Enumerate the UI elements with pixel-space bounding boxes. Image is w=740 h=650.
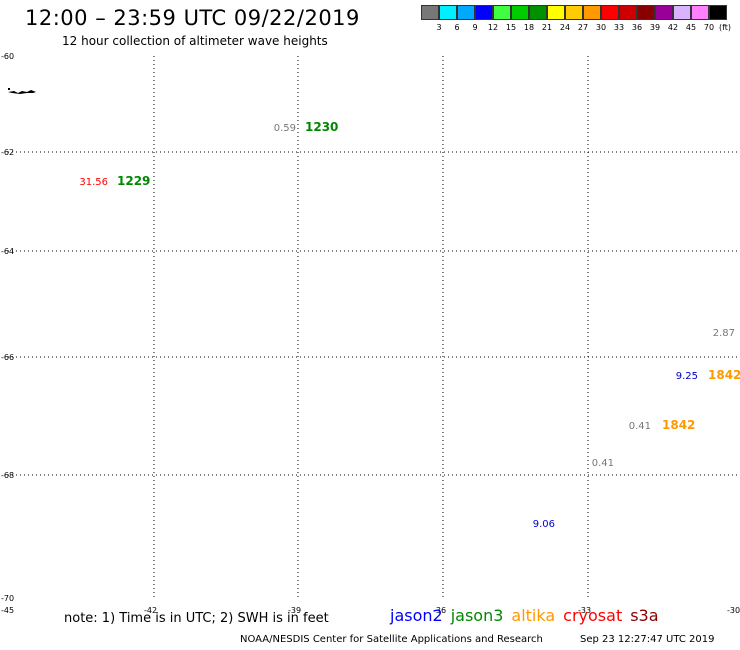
scale-swatch — [601, 5, 619, 20]
scale-swatch — [691, 5, 709, 20]
credit-line: NOAA/NESDIS Center for Satellite Applica… — [240, 634, 543, 645]
scale-tick-label: 9 — [472, 23, 478, 32]
wave-height-value: 0.41 — [592, 458, 614, 469]
scale-swatch — [619, 5, 637, 20]
latitude-tick-label: -64 — [1, 247, 14, 256]
scale-unit-label: (ft) — [718, 23, 732, 32]
scale-tick-label: 24 — [559, 23, 571, 32]
scale-tick-label: 21 — [541, 23, 553, 32]
wave-observation: 0.59 1230 — [274, 120, 339, 134]
graticule — [8, 56, 737, 598]
wave-observation: 2.87 — [713, 328, 735, 339]
scale-tick-label: 18 — [523, 23, 535, 32]
pass-time-label: 1842 — [662, 418, 695, 432]
satellite-legend-item: s3a — [630, 606, 659, 625]
wave-observation: 0.41 — [592, 458, 614, 469]
longitude-tick-label: -36 — [433, 606, 446, 615]
wave-observation: 9.06 — [533, 519, 555, 530]
scale-swatch — [457, 5, 475, 20]
longitude-tick-label: -45 — [1, 606, 14, 615]
scale-swatch — [421, 5, 439, 20]
scale-tick-label: 70 — [703, 23, 715, 32]
longitude-tick-label: -30 — [727, 606, 740, 615]
scale-swatch — [439, 5, 457, 20]
map-subtitle: 12 hour collection of altimeter wave hei… — [62, 34, 328, 48]
scale-swatch — [637, 5, 655, 20]
scale-swatch — [529, 5, 547, 20]
scale-tick-label: 33 — [613, 23, 625, 32]
scale-swatch — [673, 5, 691, 20]
scale-tick-label: 45 — [685, 23, 697, 32]
scale-swatch — [475, 5, 493, 20]
wave-height-value: 0.41 — [629, 421, 651, 432]
satellite-legend: jason2 jason3 altika cryosat s3a — [390, 606, 667, 625]
satellite-legend-item: cryosat — [563, 606, 623, 625]
scale-tick-label: 42 — [667, 23, 679, 32]
footnote: note: 1) Time is in UTC; 2) SWH is in fe… — [64, 611, 329, 626]
wave-observation: 31.56 1229 — [79, 174, 150, 188]
scale-tick-label: 39 — [649, 23, 661, 32]
scale-tick-label: 3 — [436, 23, 442, 32]
scale-swatch — [511, 5, 529, 20]
wave-height-value: 2.87 — [713, 328, 735, 339]
scale-swatch — [493, 5, 511, 20]
pass-time-label: 1842 — [708, 368, 740, 382]
satellite-legend-item: jason3 — [450, 606, 504, 625]
scale-swatch — [583, 5, 601, 20]
scale-tick-label: 15 — [505, 23, 517, 32]
longitude-tick-label: -39 — [288, 606, 301, 615]
pass-time-label: 1229 — [117, 174, 150, 188]
longitude-tick-label: -33 — [578, 606, 591, 615]
wave-observation: 9.25 1842 — [676, 368, 740, 382]
scale-tick-label: 12 — [487, 23, 499, 32]
pass-time-label: 1230 — [305, 120, 338, 134]
satellite-legend-item: altika — [511, 606, 556, 625]
scale-swatch — [565, 5, 583, 20]
satellite-legend-item: jason2 — [390, 606, 443, 625]
wave-height-value: 0.59 — [274, 123, 296, 134]
map-title: 12:00 – 23:59 UTC 09/22/2019 — [25, 6, 360, 30]
longitude-tick-label: -42 — [144, 606, 157, 615]
latitude-tick-label: -70 — [1, 594, 14, 603]
scale-swatch — [547, 5, 565, 20]
scale-swatch — [655, 5, 673, 20]
latitude-tick-label: -68 — [1, 471, 14, 480]
scale-swatch — [709, 5, 727, 20]
coastline-fragment — [8, 88, 36, 94]
latitude-tick-label: -60 — [1, 52, 14, 61]
latitude-tick-label: -66 — [1, 353, 14, 362]
generated-timestamp: Sep 23 12:27:47 UTC 2019 — [580, 634, 715, 645]
scale-tick-label: 6 — [454, 23, 460, 32]
scale-tick-label: 27 — [577, 23, 589, 32]
wave-height-value: 9.06 — [533, 519, 555, 530]
scale-tick-label: 36 — [631, 23, 643, 32]
scale-tick-label: 30 — [595, 23, 607, 32]
wave-height-value: 9.25 — [676, 371, 698, 382]
axis-tick-labels: -45 -42 -39 -36 -33 -30 -60 -62 -64 -66 -68 -70 — [1, 52, 740, 615]
latitude-tick-label: -62 — [1, 148, 14, 157]
wave-observation: 0.41 1842 — [629, 418, 696, 432]
wave-height-value: 31.56 — [79, 177, 108, 188]
